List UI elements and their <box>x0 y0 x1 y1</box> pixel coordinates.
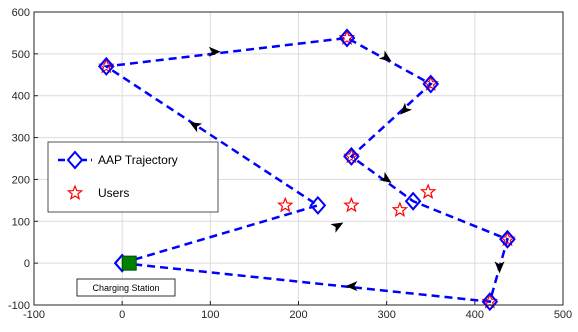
direction-arrow <box>189 122 203 133</box>
legend-star-icon <box>66 184 84 201</box>
direction-arrow <box>378 171 392 183</box>
trajectory-line <box>102 36 509 304</box>
direction-arrow <box>345 281 358 292</box>
charging-station-annotation: Charging Station <box>76 278 176 297</box>
legend-entry-aap-trajectory: AAP Trajectory <box>58 150 178 170</box>
trajectory-path <box>102 36 509 304</box>
aap-diamond <box>343 146 360 166</box>
direction-arrow <box>400 102 413 115</box>
y-tick-label: 300 <box>12 133 30 145</box>
charging-station-square <box>121 255 137 271</box>
direction-arrows <box>189 46 505 292</box>
y-tick-label: -100 <box>8 300 30 312</box>
plot-frame <box>33 11 564 306</box>
y-tick-label: 100 <box>12 216 30 228</box>
annotation-text: Charging Station <box>92 283 159 293</box>
legend-entry-users: Users <box>66 184 129 201</box>
charging-station <box>121 255 137 271</box>
x-ticks: -100 0 100 200 300 400 500 <box>23 301 572 321</box>
legend-diamond-icon <box>66 150 84 170</box>
direction-arrow <box>494 261 505 274</box>
y-tick-label: 600 <box>12 7 30 19</box>
x-tick-label: 100 <box>201 309 219 321</box>
direction-arrow <box>208 46 221 57</box>
x-tick-label: 200 <box>289 309 307 321</box>
x-tick-label: 300 <box>377 309 395 321</box>
legend: AAP Trajectory Users <box>47 141 219 213</box>
y-tick-label: 200 <box>12 174 30 186</box>
legend-label-users: Users <box>98 186 129 200</box>
x-tick-label: -100 <box>23 309 45 321</box>
direction-arrow <box>378 50 392 62</box>
aap-diamond <box>481 292 499 312</box>
aap-diamond <box>499 229 516 249</box>
aap-diamond <box>97 56 115 76</box>
x-tick-label: 500 <box>554 309 572 321</box>
aap-diamond <box>422 74 440 94</box>
user-star <box>277 196 294 213</box>
y-tick-label: 0 <box>24 258 30 270</box>
annotation-box <box>76 278 176 297</box>
y-tick-label: 400 <box>12 91 30 103</box>
user-star <box>343 196 360 213</box>
user-star <box>391 201 409 218</box>
direction-arrow <box>330 222 344 233</box>
x-tick-label: 400 <box>466 309 484 321</box>
y-tick-label: 500 <box>12 49 30 61</box>
aap-diamond <box>309 195 327 215</box>
y-ticks: -100 0 100 200 300 400 500 600 <box>8 7 38 312</box>
aap-diamond <box>338 28 356 48</box>
aap-diamond <box>404 191 422 211</box>
legend-label-aap: AAP Trajectory <box>98 153 178 167</box>
x-tick-label: 0 <box>119 309 125 321</box>
user-star <box>419 183 437 199</box>
